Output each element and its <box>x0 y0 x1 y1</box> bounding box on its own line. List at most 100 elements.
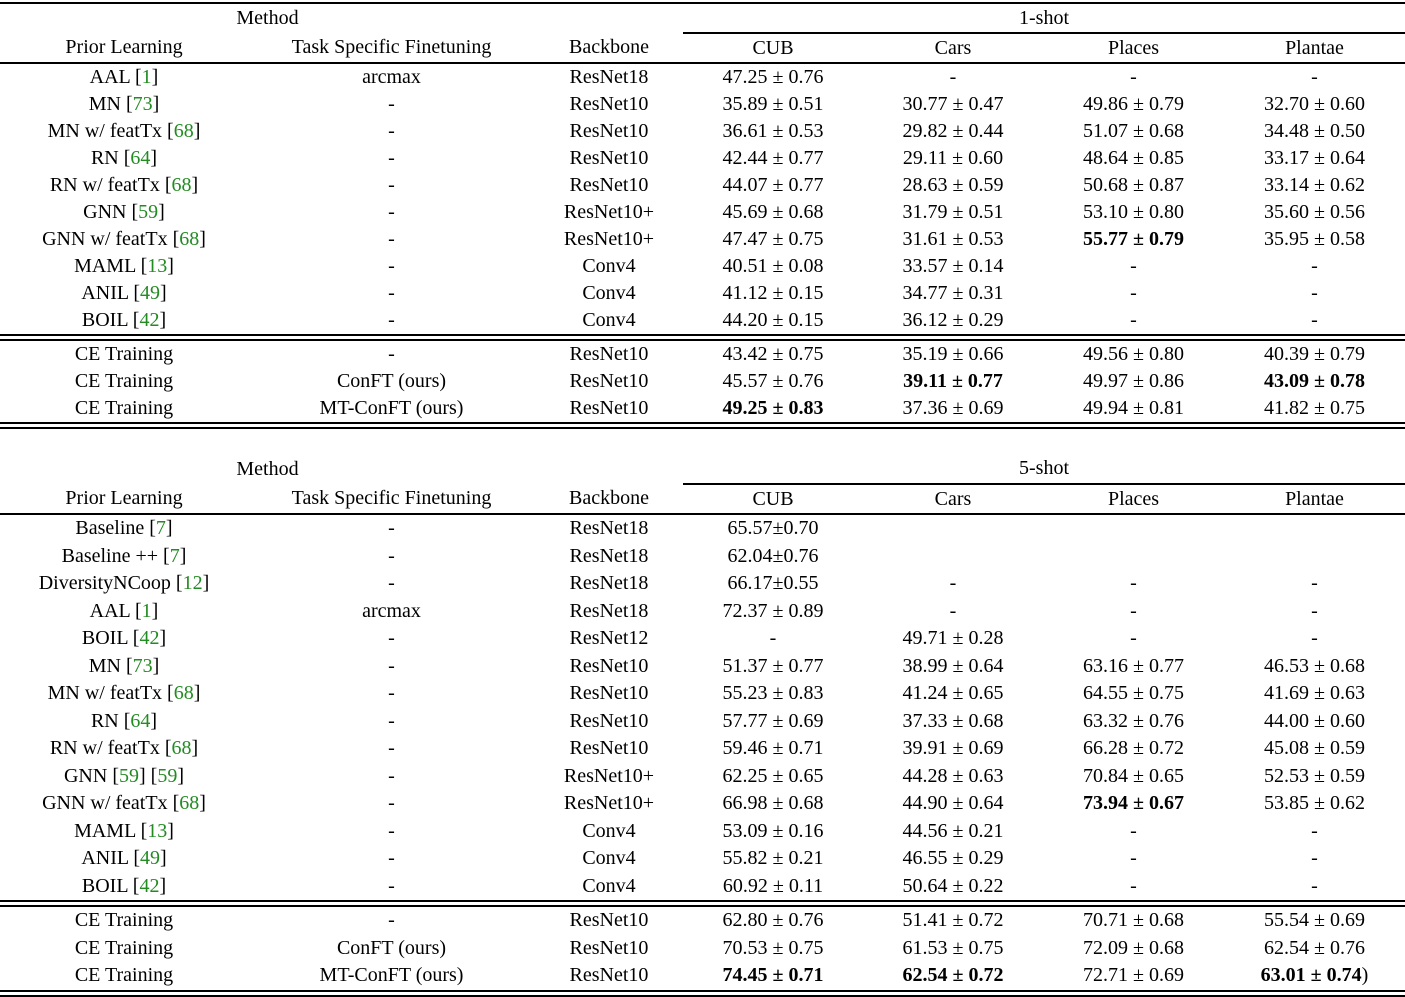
value-cell: ConFT (ours) <box>336 936 447 959</box>
table-row: CE Training MT-ConFT (ours) ResNet10 49.25 … <box>0 395 1405 426</box>
citation-number: 59 <box>157 764 178 787</box>
value-cell: - <box>1311 627 1318 650</box>
column-header-plantae: Plantae <box>1224 484 1405 515</box>
value-cell: MT-ConFT (ours) <box>319 397 464 419</box>
column-header-places: Places <box>1043 484 1224 515</box>
value-cell: - <box>769 627 777 650</box>
column-header-places: Places <box>1043 33 1224 64</box>
value-cell: - <box>388 682 395 705</box>
citation-number: 59 <box>118 764 139 787</box>
method-cell: ANIL [49] <box>81 847 167 870</box>
value-cell: 44.28 ± 0.63 <box>902 764 1004 787</box>
column-header-cub: CUB <box>683 484 863 515</box>
value-cell: 60.92 ± 0.11 <box>722 874 824 897</box>
value-cell: - <box>388 255 395 277</box>
table-row: CE Training - ResNet10 43.42 ± 0.75 35.19 ± … <box>0 334 1405 368</box>
value-cell: ResNet10 <box>569 682 649 705</box>
value-cell: 31.79 ± 0.51 <box>902 201 1004 223</box>
value-cell: - <box>248 334 535 368</box>
value-cell: - <box>1311 309 1318 331</box>
value-cell: Conv4 <box>582 282 636 304</box>
citation-number: 64 <box>130 709 151 732</box>
citation-number: 7 <box>169 544 180 567</box>
value-cell: 34.77 ± 0.31 <box>902 282 1004 304</box>
value-cell: 46.55 ± 0.29 <box>902 847 1004 870</box>
value-cell: 33.14 ± 0.62 <box>1264 174 1365 196</box>
table-row: CE Training ConFT (ours) ResNet10 45.57 ± 0… <box>0 368 1405 395</box>
value-cell: - <box>388 874 395 897</box>
value-cell: 70.71 ± 0.68 <box>1043 900 1224 935</box>
value-cell: 44.07 ± 0.77 <box>722 174 824 196</box>
value-cell: MT-ConFT (ours) <box>319 964 464 987</box>
value-cell: 41.69 ± 0.63 <box>1264 682 1365 705</box>
value-cell: ResNet10 <box>535 334 683 368</box>
value-cell: 50.68 ± 0.87 <box>1083 174 1184 196</box>
value-cell: - <box>388 654 395 677</box>
value-cell: - <box>949 572 957 595</box>
value-cell: 65.57±0.70 <box>727 517 819 540</box>
value-cell: ResNet10+ <box>563 792 655 815</box>
value-cell: ResNet10 <box>569 147 649 169</box>
value-cell: - <box>388 819 395 842</box>
spacer-cell <box>535 447 683 484</box>
method-cell: MAML [13] <box>74 819 174 842</box>
value-cell: ResNet18 <box>569 544 649 567</box>
method-cell: CE Training <box>74 397 174 419</box>
value-cell: 62.04±0.76 <box>727 544 819 567</box>
method-cell: GNN w/ featTx [68] <box>42 228 206 250</box>
value-cell: ResNet18 <box>569 599 649 622</box>
value-cell: 66.98 ± 0.68 <box>722 792 824 815</box>
value-cell: 62.25 ± 0.65 <box>722 764 824 787</box>
method-cell: DiversityNCoop [12] <box>38 572 210 595</box>
value-cell: - <box>1311 874 1318 897</box>
value-cell: - <box>388 120 395 142</box>
five-shot-results-table: Method 5-shot Prior Learning Task Specif… <box>0 447 1405 997</box>
value-cell: 55.54 ± 0.69 <box>1224 900 1405 935</box>
table-row: MAML [13] - Conv4 40.51 ± 0.08 33.57 ± 0.14 -… <box>0 253 1405 280</box>
value-cell <box>1224 514 1405 543</box>
method-cell: RN w/ featTx [68] <box>49 174 199 196</box>
value-cell: 66.28 ± 0.72 <box>1083 737 1184 760</box>
value-cell: 49.56 ± 0.80 <box>1043 334 1224 368</box>
table-row: GNN [59] - ResNet10+ 45.69 ± 0.68 31.79 ± 0.… <box>0 199 1405 226</box>
group-header-row: Method 1-shot <box>0 3 1405 34</box>
citation-number: 7 <box>155 517 166 540</box>
citation-number: 68 <box>179 228 200 250</box>
value-cell: arcmax <box>362 599 421 622</box>
value-cell: 74.45 ± 0.71 <box>722 964 824 987</box>
citation-number: 68 <box>173 120 194 142</box>
value-cell: - <box>388 174 395 196</box>
value-cell: 55.82 ± 0.21 <box>722 847 824 870</box>
column-header-backbone: Backbone <box>535 33 683 64</box>
value-cell: 49.86 ± 0.79 <box>1083 93 1184 115</box>
value-cell: 45.57 ± 0.76 <box>722 370 824 392</box>
value-cell: 62.54 ± 0.72 <box>902 964 1004 987</box>
value-cell: 63.01 ± 0.74) <box>1260 964 1369 987</box>
column-header-row: Prior Learning Task Specific Finetuning … <box>0 484 1405 515</box>
method-cell: GNN w/ featTx [68] <box>42 792 206 815</box>
value-cell: ResNet10 <box>569 397 649 419</box>
value-cell: - <box>949 66 957 88</box>
value-cell: ResNet10+ <box>563 201 655 223</box>
value-cell: - <box>388 147 395 169</box>
value-cell: 51.41 ± 0.72 <box>863 900 1043 935</box>
table-row: DiversityNCoop [12] - ResNet18 66.17±0.55 - -… <box>0 570 1405 598</box>
method-cell: BOIL [42] <box>81 874 167 897</box>
value-cell: Conv4 <box>582 874 636 897</box>
value-cell: - <box>1130 874 1137 897</box>
citation-number: 49 <box>140 847 160 870</box>
value-cell: 41.24 ± 0.65 <box>902 682 1004 705</box>
value-cell: 33.57 ± 0.14 <box>902 255 1004 277</box>
table-row: Baseline ++ [7] - ResNet18 62.04±0.76 <box>0 543 1405 571</box>
value-cell: 70.53 ± 0.75 <box>722 936 824 959</box>
method-cell: CE Training <box>74 936 174 959</box>
value-cell: 45.08 ± 0.59 <box>1264 737 1365 760</box>
value-cell: - <box>248 900 535 935</box>
value-cell: 35.19 ± 0.66 <box>863 334 1043 368</box>
table-row: MN w/ featTx [68] - ResNet10 36.61 ± 0.53 29… <box>0 118 1405 145</box>
value-cell: 29.11 ± 0.60 <box>902 147 1004 169</box>
value-cell: 44.00 ± 0.60 <box>1264 709 1365 732</box>
method-cell: Baseline ++ [7] <box>61 544 187 567</box>
value-cell: 36.61 ± 0.53 <box>722 120 824 142</box>
value-cell: 37.33 ± 0.68 <box>902 709 1004 732</box>
